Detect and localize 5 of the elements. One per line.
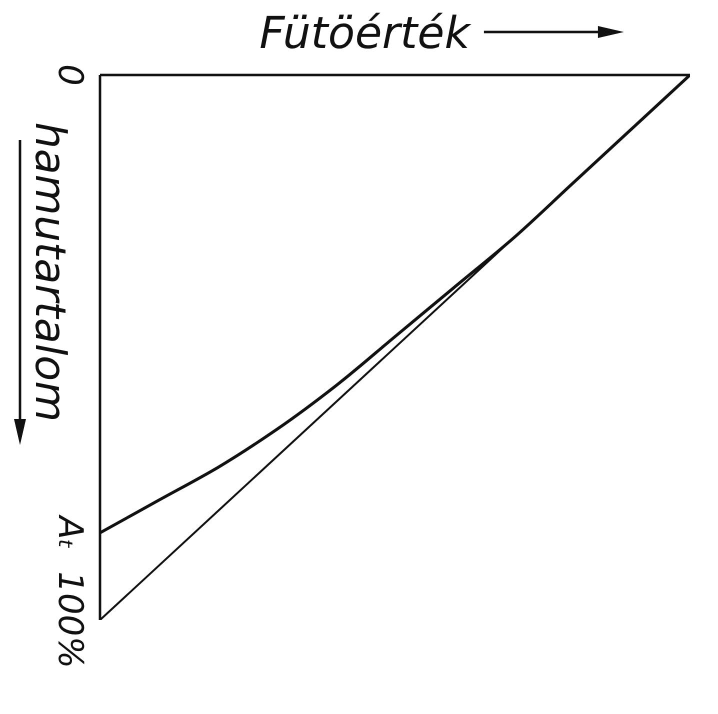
y-tick-label: 0	[50, 64, 90, 86]
y-axis-title: hamutartalom	[26, 122, 76, 422]
y-tick-label: Aₜ	[50, 514, 90, 550]
x-axis-title: Fütöérték	[259, 8, 472, 59]
y-tick-label: 100%	[50, 571, 90, 669]
